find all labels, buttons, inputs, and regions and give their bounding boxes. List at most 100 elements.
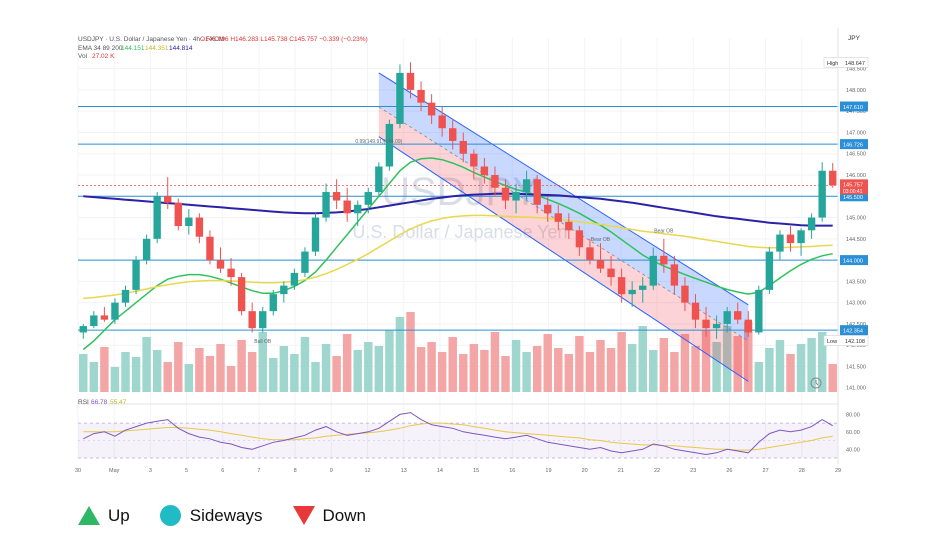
candle-body	[90, 315, 98, 327]
volume-bar	[163, 362, 172, 392]
time-tick-label: 7	[257, 468, 260, 474]
time-tick-label: 20	[582, 468, 588, 474]
candle-body	[206, 236, 214, 261]
volume-bar	[459, 354, 468, 392]
volume-bar	[617, 332, 626, 392]
volume-bar	[575, 336, 584, 392]
ema-lines	[82, 157, 833, 351]
rsi-ma-value: 55.47	[110, 399, 127, 406]
candle-body	[385, 123, 394, 167]
volume-bar	[269, 358, 278, 392]
volume-bar	[733, 336, 742, 392]
ema-label: EMA 34 89 200	[78, 45, 123, 52]
candle-body	[723, 311, 731, 324]
level-label: 146.726	[843, 143, 863, 149]
circle-icon	[159, 505, 181, 526]
rsi-tick-label: 80.00	[846, 412, 860, 418]
volume-bar	[712, 342, 721, 392]
candle-body	[797, 230, 805, 244]
ema200-value: 144.814	[169, 45, 193, 52]
high-value: 148.647	[845, 61, 865, 67]
level-label: 144.000	[843, 259, 863, 265]
candle-body	[702, 319, 710, 329]
candle-body	[712, 323, 721, 329]
volume-bar	[638, 326, 647, 392]
volume-bar	[532, 346, 542, 392]
time-tick-label: 15	[473, 468, 479, 474]
volume-bars	[79, 312, 837, 392]
candles	[79, 62, 837, 339]
volume-bar	[395, 317, 405, 392]
volume-bar	[332, 356, 341, 392]
price-tick-label: 143.500	[846, 279, 866, 285]
price-tick-label: 145.000	[846, 216, 866, 222]
candle-body	[259, 311, 267, 329]
candle-body	[544, 204, 552, 214]
candle-body	[480, 166, 489, 176]
price-tick-label: 142.500	[846, 322, 866, 328]
candle-body	[786, 234, 795, 244]
volume-bar	[195, 348, 204, 392]
candle-body	[776, 234, 784, 252]
legend-up: Up	[78, 506, 130, 526]
volume-bar	[152, 350, 162, 392]
time-tick-label: May	[109, 468, 120, 474]
volume-bar	[522, 352, 531, 392]
low-box	[823, 335, 869, 346]
volume-bar	[79, 354, 88, 392]
candle-body	[121, 289, 130, 303]
volume-label: Vol	[78, 53, 88, 60]
volume-bar	[469, 344, 479, 392]
volume-bar	[680, 334, 690, 392]
volume-bar	[121, 352, 130, 392]
legend-down-label: Down	[322, 505, 366, 525]
ema-line-200	[83, 192, 833, 227]
candle-body	[681, 285, 689, 303]
candle-body	[470, 153, 478, 167]
ema-line-34	[82, 157, 833, 351]
channel-upper-line	[378, 72, 749, 306]
candle-body	[565, 221, 573, 231]
candle-body	[427, 102, 436, 116]
time-tick-label: 26	[726, 468, 732, 474]
volume-bar	[300, 337, 310, 392]
candle-body	[512, 192, 520, 201]
volume-bar	[131, 357, 141, 392]
volume-bar	[754, 362, 764, 392]
volume-bar	[342, 334, 352, 392]
low-value: 142.108	[845, 339, 865, 345]
ema-line-89	[83, 214, 833, 300]
candle-body	[280, 285, 288, 295]
legend-up-label: Up	[108, 505, 130, 525]
volume-bar	[828, 364, 837, 392]
candle-body	[639, 285, 647, 290]
volume-bar	[385, 330, 394, 392]
volume-bar	[606, 348, 616, 392]
volume-bar	[174, 342, 183, 392]
candle-body	[417, 89, 425, 103]
volume-bar	[649, 350, 658, 392]
price-tick-label: 141.000	[846, 386, 866, 392]
clock-icon[interactable]	[810, 377, 822, 389]
volume-bar	[807, 338, 816, 392]
annotation-label: Bear OB	[654, 228, 674, 234]
channel-lower-fill	[378, 106, 749, 382]
price-tick-label: 147.500	[846, 109, 866, 115]
price-axis: 148.500 148.000 147.500 147.000 146.500 146.0…	[823, 28, 869, 464]
candle-body	[227, 268, 235, 278]
annotations: Bull OB Bear OB Bear OB 0.99(149.91)(144.09…	[254, 139, 674, 345]
volume-bar	[89, 362, 99, 392]
watermark: USDJPY U.S. Dollar / Japanese Yen	[352, 170, 567, 242]
candle-body	[164, 196, 172, 203]
candle-body	[438, 115, 446, 129]
volume-bar	[701, 330, 711, 392]
volume-bar	[543, 334, 552, 392]
rsi-line	[83, 412, 833, 456]
candle-body	[596, 260, 605, 269]
time-tick-label: 28	[799, 468, 805, 474]
candle-body	[491, 175, 499, 188]
level-label: 142.354	[843, 329, 863, 335]
time-tick-label: 27	[763, 468, 769, 474]
volume-bar	[279, 346, 289, 392]
